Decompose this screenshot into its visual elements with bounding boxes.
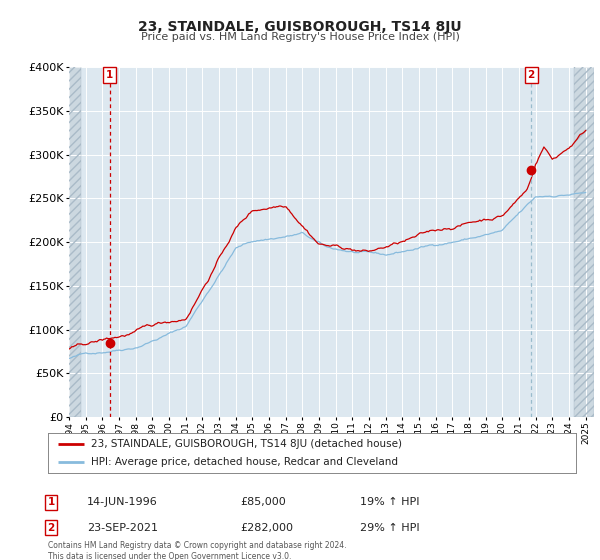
Bar xyxy=(574,67,594,417)
Text: 29% ↑ HPI: 29% ↑ HPI xyxy=(360,522,419,533)
Text: 23-SEP-2021: 23-SEP-2021 xyxy=(87,522,158,533)
Text: 14-JUN-1996: 14-JUN-1996 xyxy=(87,497,158,507)
Bar xyxy=(69,67,80,417)
Text: 23, STAINDALE, GUISBOROUGH, TS14 8JU: 23, STAINDALE, GUISBOROUGH, TS14 8JU xyxy=(138,20,462,34)
Text: 19% ↑ HPI: 19% ↑ HPI xyxy=(360,497,419,507)
Text: Contains HM Land Registry data © Crown copyright and database right 2024.
This d: Contains HM Land Registry data © Crown c… xyxy=(48,542,347,560)
Text: 2: 2 xyxy=(47,522,55,533)
Text: 23, STAINDALE, GUISBOROUGH, TS14 8JU (detached house): 23, STAINDALE, GUISBOROUGH, TS14 8JU (de… xyxy=(91,439,402,449)
Text: 2: 2 xyxy=(527,70,535,80)
Text: 1: 1 xyxy=(106,70,113,80)
Text: £85,000: £85,000 xyxy=(240,497,286,507)
Bar xyxy=(574,67,594,417)
Text: 1: 1 xyxy=(47,497,55,507)
Text: £282,000: £282,000 xyxy=(240,522,293,533)
Bar xyxy=(69,67,80,417)
Text: HPI: Average price, detached house, Redcar and Cleveland: HPI: Average price, detached house, Redc… xyxy=(91,458,398,467)
Text: Price paid vs. HM Land Registry's House Price Index (HPI): Price paid vs. HM Land Registry's House … xyxy=(140,32,460,43)
